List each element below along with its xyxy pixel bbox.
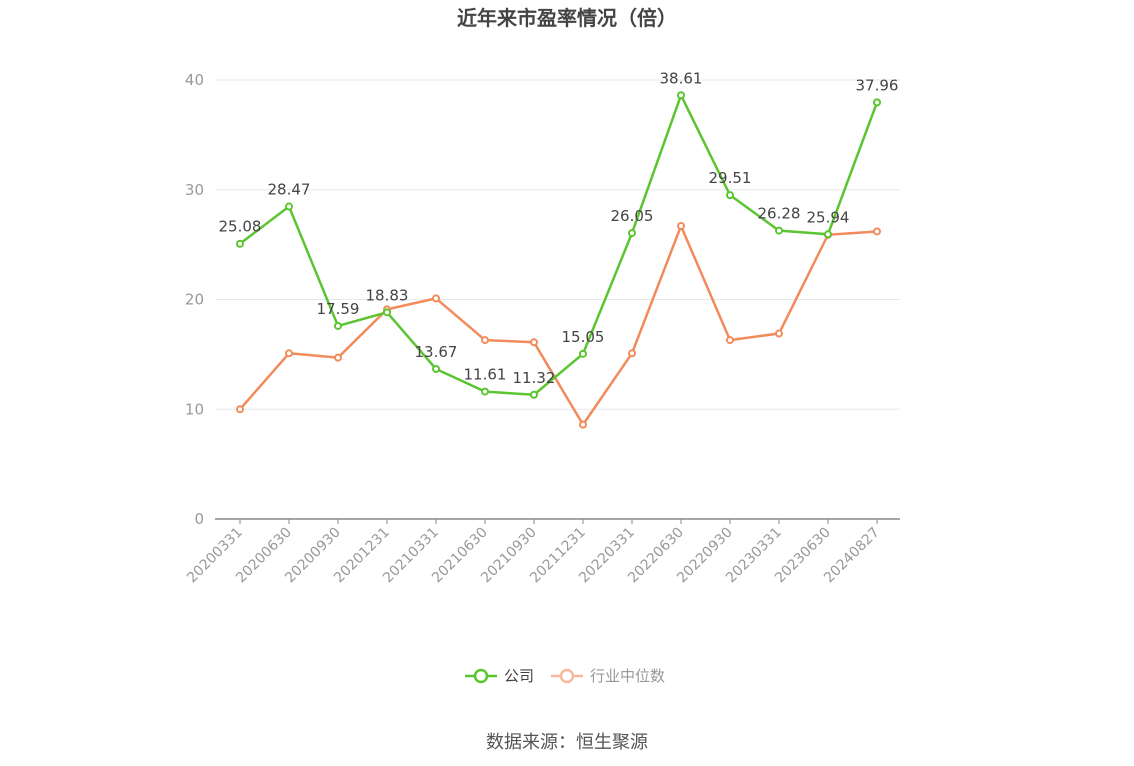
data-point[interactable] bbox=[285, 202, 293, 211]
y-tick-label: 30 bbox=[185, 181, 204, 199]
data-point[interactable] bbox=[726, 336, 734, 345]
data-label: 29.51 bbox=[709, 169, 752, 187]
legend-label: 行业中位数 bbox=[590, 667, 665, 685]
data-point[interactable] bbox=[481, 387, 489, 396]
data-label: 26.28 bbox=[758, 205, 801, 223]
y-tick-label: 0 bbox=[194, 510, 204, 528]
y-tick-label: 20 bbox=[185, 291, 204, 309]
data-point[interactable] bbox=[334, 321, 342, 330]
data-label: 11.32 bbox=[513, 369, 556, 387]
data-point[interactable] bbox=[530, 390, 538, 399]
data-point[interactable] bbox=[628, 229, 636, 238]
y-tick-label: 40 bbox=[185, 71, 204, 89]
data-point[interactable] bbox=[481, 336, 489, 345]
series-line-0 bbox=[239, 94, 879, 397]
data-point[interactable] bbox=[432, 294, 440, 303]
data-point[interactable] bbox=[677, 221, 685, 230]
data-point[interactable] bbox=[628, 349, 636, 358]
y-axis: 0 10 20 30 40 bbox=[185, 71, 204, 528]
data-label: 11.61 bbox=[464, 366, 507, 384]
data-label: 37.96 bbox=[856, 76, 899, 94]
legend-item[interactable]: 行业中位数 bbox=[551, 667, 665, 685]
data-point[interactable] bbox=[775, 329, 783, 338]
legend-item[interactable]: 公司 bbox=[465, 667, 534, 685]
data-label: 25.94 bbox=[807, 208, 850, 226]
data-point[interactable] bbox=[775, 226, 783, 235]
grid bbox=[215, 79, 900, 410]
legend-label: 公司 bbox=[504, 667, 534, 685]
data-label: 18.83 bbox=[366, 286, 409, 304]
data-point[interactable] bbox=[677, 91, 685, 100]
legend-marker bbox=[559, 668, 575, 684]
data-label: 38.61 bbox=[660, 69, 703, 87]
data-point[interactable] bbox=[334, 353, 342, 362]
data-point[interactable] bbox=[236, 239, 244, 248]
data-label: 17.59 bbox=[317, 300, 360, 318]
data-label: 28.47 bbox=[268, 181, 311, 199]
data-label: 13.67 bbox=[415, 343, 458, 361]
data-label: 15.05 bbox=[562, 328, 605, 346]
data-point[interactable] bbox=[432, 364, 440, 373]
data-point[interactable] bbox=[579, 420, 587, 429]
data-point[interactable] bbox=[285, 349, 293, 358]
source-text: 数据来源：恒生聚源 bbox=[486, 732, 648, 753]
chart-title: 近年来市盈率情况（倍） bbox=[457, 6, 677, 30]
data-point[interactable] bbox=[579, 349, 587, 358]
data-point[interactable] bbox=[530, 338, 538, 347]
data-label: 26.05 bbox=[611, 207, 654, 225]
data-label: 25.08 bbox=[219, 218, 262, 236]
y-tick-label: 10 bbox=[185, 400, 204, 418]
data-point[interactable] bbox=[726, 191, 734, 200]
plot-area bbox=[236, 91, 881, 429]
data-point[interactable] bbox=[824, 230, 832, 239]
series-line-1 bbox=[239, 224, 878, 426]
legend-marker bbox=[473, 668, 489, 684]
data-point[interactable] bbox=[383, 308, 391, 317]
x-axis: 2020033120200630202009302020123120210331… bbox=[184, 518, 900, 586]
data-point[interactable] bbox=[873, 227, 881, 236]
data-labels: 25.08 28.47 17.59 18.83 13.67 11.61 11.32 15.05… bbox=[219, 69, 899, 387]
legend[interactable]: 公司 行业中位数 bbox=[465, 667, 665, 685]
data-point[interactable] bbox=[873, 98, 881, 107]
data-point[interactable] bbox=[236, 405, 244, 414]
